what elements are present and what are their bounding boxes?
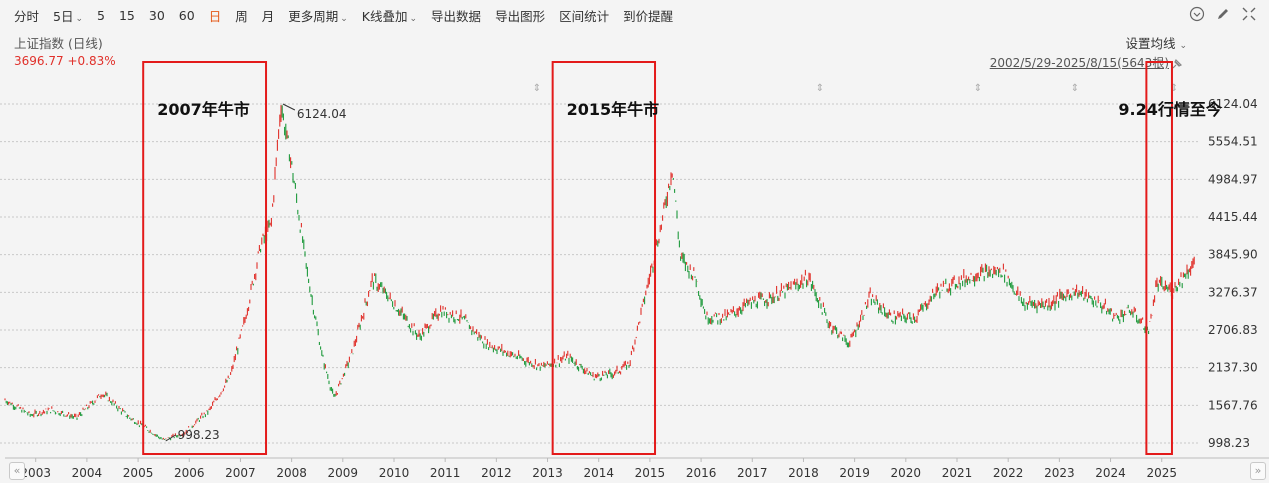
- chevron-down-icon: ⌄: [409, 13, 418, 24]
- y-tick-label: 4984.97: [1208, 172, 1258, 186]
- x-tick-label: 2008: [276, 466, 307, 480]
- period-tab-13[interactable]: 区间统计: [559, 6, 609, 25]
- annotation-label: 6124.04: [297, 107, 347, 121]
- x-tick-label: 2015: [635, 466, 666, 480]
- period-tab-10[interactable]: K线叠加 ⌄: [362, 6, 417, 25]
- period-tab-label: 导出数据: [431, 8, 482, 24]
- x-tick-label: 2005: [123, 466, 154, 480]
- y-tick-label: 998.23: [1208, 436, 1250, 450]
- period-tab-label: 分时: [14, 8, 40, 24]
- x-tick-label: 2018: [788, 466, 819, 480]
- x-tick-label: 2021: [942, 466, 973, 480]
- x-tick-label: 2017: [737, 466, 768, 480]
- x-tick-label: 2014: [583, 466, 614, 480]
- period-tab-7[interactable]: 周: [235, 6, 248, 25]
- x-tick-label: 2011: [430, 466, 461, 480]
- period-tab-label: 导出图形: [495, 8, 546, 24]
- period-tab-8[interactable]: 月: [262, 6, 275, 25]
- pencil-icon[interactable]: [1215, 6, 1231, 22]
- annotation-arrow: [165, 434, 176, 442]
- x-tick-label: 2025: [1146, 466, 1177, 480]
- y-tick-label: 4415.44: [1208, 210, 1258, 224]
- period-tab-label: 5日: [53, 8, 74, 24]
- period-tab-label: 60: [178, 7, 195, 23]
- annotation-arrow: [282, 103, 296, 111]
- y-tick-label: 6124.04: [1208, 97, 1258, 111]
- period-tab-label: 5: [97, 7, 105, 23]
- chevron-down-icon: ⌄: [75, 13, 84, 24]
- y-tick-label: 3845.90: [1208, 248, 1258, 262]
- period-tab-3[interactable]: 15: [119, 8, 135, 23]
- period-tab-9[interactable]: 更多周期 ⌄: [288, 6, 348, 25]
- period-tab-6[interactable]: 日: [209, 6, 222, 25]
- period-tab-1[interactable]: 5日 ⌄: [53, 6, 83, 25]
- period-tab-14[interactable]: 到价提醒: [623, 6, 673, 25]
- x-tick-label: 2016: [686, 466, 717, 480]
- chevron-down-icon: ⌄: [1179, 41, 1187, 51]
- y-tick-label: 2137.30: [1208, 361, 1258, 375]
- pin-icon[interactable]: [1171, 55, 1183, 74]
- period-tab-label: 区间统计: [559, 8, 610, 24]
- chevron-down-icon: ⌄: [340, 13, 348, 24]
- period-tab-label: 到价提醒: [623, 8, 674, 24]
- x-tick-label: 2022: [993, 466, 1024, 480]
- period-tab-label: 30: [148, 7, 165, 23]
- x-tick-label: 2006: [174, 466, 205, 480]
- event-marker-icon: ⇕: [974, 83, 982, 94]
- y-tick-label: 2706.83: [1208, 323, 1258, 337]
- event-marker-icon: ⇕: [533, 83, 541, 94]
- x-tick-label: 2023: [1044, 466, 1075, 480]
- x-tick-label: 2019: [839, 466, 870, 480]
- x-tick-label: 2003: [20, 466, 51, 480]
- scroll-left-button[interactable]: «: [9, 462, 25, 480]
- x-tick-label: 2020: [891, 466, 922, 480]
- period-toolbar: 分时 5日 ⌄ 5 15 30 60 日周月更多周期 ⌄ K线叠加 ⌄ 导出数据 导出图形 区间统计 到价提…: [0, 0, 1269, 30]
- index-price: 3696.77 +0.83%: [14, 54, 116, 68]
- ma-setting-button[interactable]: 设置均线 ⌄: [1125, 33, 1187, 52]
- x-tick-label: 2004: [72, 466, 103, 480]
- period-tab-0[interactable]: 分时: [14, 6, 39, 25]
- event-marker-icon: ⇕: [816, 83, 824, 94]
- highlight-box-label: 2007年牛市: [157, 100, 250, 119]
- event-marker-icon: ⇕: [1071, 83, 1079, 94]
- period-tab-12[interactable]: 导出图形: [495, 6, 545, 25]
- x-tick-label: 2013: [532, 466, 563, 480]
- period-tab-label: 周: [235, 8, 248, 24]
- x-tick-label: 2007: [225, 466, 256, 480]
- period-tab-5[interactable]: 60: [179, 8, 195, 23]
- period-tab-2[interactable]: 5: [97, 8, 105, 23]
- x-tick-label: 2010: [379, 466, 410, 480]
- annotation-label: 998.23: [178, 428, 220, 442]
- event-marker-icon: ⇕: [1170, 83, 1178, 94]
- period-tab-label: 更多周期: [288, 8, 339, 24]
- date-range[interactable]: 2002/5/29-2025/8/15(5643根): [989, 56, 1169, 70]
- highlight-box: [142, 61, 268, 455]
- highlight-box-label: 2015年牛市: [567, 100, 660, 119]
- toolbar-icons: [1189, 6, 1257, 22]
- x-tick-label: 2012: [481, 466, 512, 480]
- period-tab-label: 月: [261, 8, 275, 24]
- highlight-box: [1145, 61, 1173, 455]
- period-tab-label: 15: [118, 7, 135, 23]
- period-tab-11[interactable]: 导出数据: [431, 6, 481, 25]
- highlight-box: [551, 61, 657, 455]
- collapse-icon[interactable]: [1241, 6, 1257, 22]
- chevron-circle-icon[interactable]: [1189, 6, 1205, 22]
- period-tab-label: 日: [208, 8, 222, 24]
- index-title: 上证指数 (日线): [14, 36, 103, 51]
- scroll-right-button[interactable]: »: [1250, 462, 1266, 480]
- y-tick-label: 3276.37: [1208, 285, 1258, 299]
- period-tab-label: K线叠加: [361, 8, 408, 24]
- y-tick-label: 5554.51: [1208, 135, 1258, 149]
- period-tab-4[interactable]: 30: [149, 8, 165, 23]
- y-tick-label: 1567.76: [1208, 398, 1258, 412]
- highlight-box-label: 9.24行情至今: [1118, 100, 1221, 119]
- x-tick-label: 2024: [1095, 466, 1126, 480]
- ma-setting-label: 设置均线: [1125, 36, 1176, 51]
- x-tick-label: 2009: [328, 466, 359, 480]
